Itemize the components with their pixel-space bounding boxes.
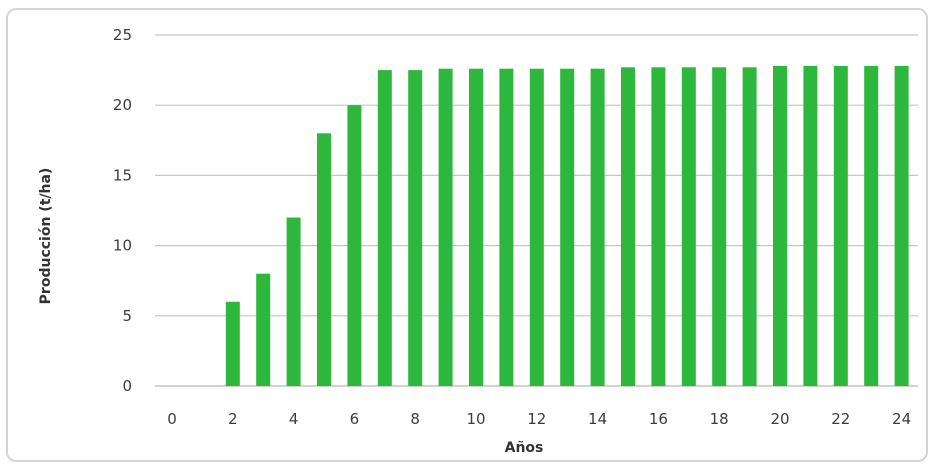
x-tick-label: 6: [350, 410, 360, 428]
bar-year-18: [712, 67, 727, 387]
x-tick-label: 16: [649, 410, 668, 428]
bar-year-13: [560, 68, 575, 387]
bar-year-23: [864, 65, 879, 386]
x-tick-labels: 0 2 4 6 8 10 12 14 16 18 20 22 24: [167, 410, 911, 428]
bar-year-17: [681, 67, 696, 387]
bar-year-10: [469, 68, 483, 387]
x-tick-label: 0: [167, 410, 177, 428]
bar-year-4: [286, 217, 301, 386]
bar-year-5: [317, 133, 331, 386]
x-tick-label: 18: [710, 410, 729, 428]
bar-year-22: [833, 65, 848, 386]
x-tick-label: 24: [892, 410, 911, 428]
y-tick-label: 25: [113, 26, 132, 44]
x-tick-label: 10: [466, 410, 485, 428]
bar-year-2: [225, 301, 240, 386]
bar-year-11: [499, 68, 514, 387]
bar-year-3: [256, 273, 271, 386]
x-tick-label: 12: [527, 410, 546, 428]
bar-year-21: [803, 65, 818, 386]
bar-year-9: [438, 68, 453, 387]
x-tick-label: 22: [831, 410, 850, 428]
bar-year-12: [529, 68, 544, 387]
bar-year-14: [590, 68, 605, 387]
bar-year-6: [347, 105, 362, 386]
x-tick-label: 2: [228, 410, 238, 428]
bars: [225, 65, 909, 387]
y-tick-label: 10: [113, 237, 132, 255]
x-tick-label: 20: [770, 410, 789, 428]
bar-year-8: [408, 70, 423, 386]
y-tick-label: 5: [122, 307, 132, 325]
y-tick-labels: 0 5 10 15 20 25: [113, 26, 132, 395]
x-axis-title: Años: [505, 440, 544, 456]
bar-year-7: [377, 70, 392, 386]
y-axis-title: Producción (t/ha): [38, 168, 54, 305]
bar-year-19: [742, 67, 757, 387]
bar-year-15: [621, 67, 635, 387]
x-tick-label: 4: [289, 410, 299, 428]
y-tick-label: 15: [113, 166, 132, 184]
bar-year-16: [651, 67, 666, 387]
x-tick-label: 14: [588, 410, 607, 428]
y-tick-label: 0: [122, 377, 132, 395]
bar-year-20: [773, 65, 787, 386]
bar-year-24: [894, 65, 909, 386]
x-tick-label: 8: [410, 410, 420, 428]
y-tick-label: 20: [113, 96, 132, 114]
